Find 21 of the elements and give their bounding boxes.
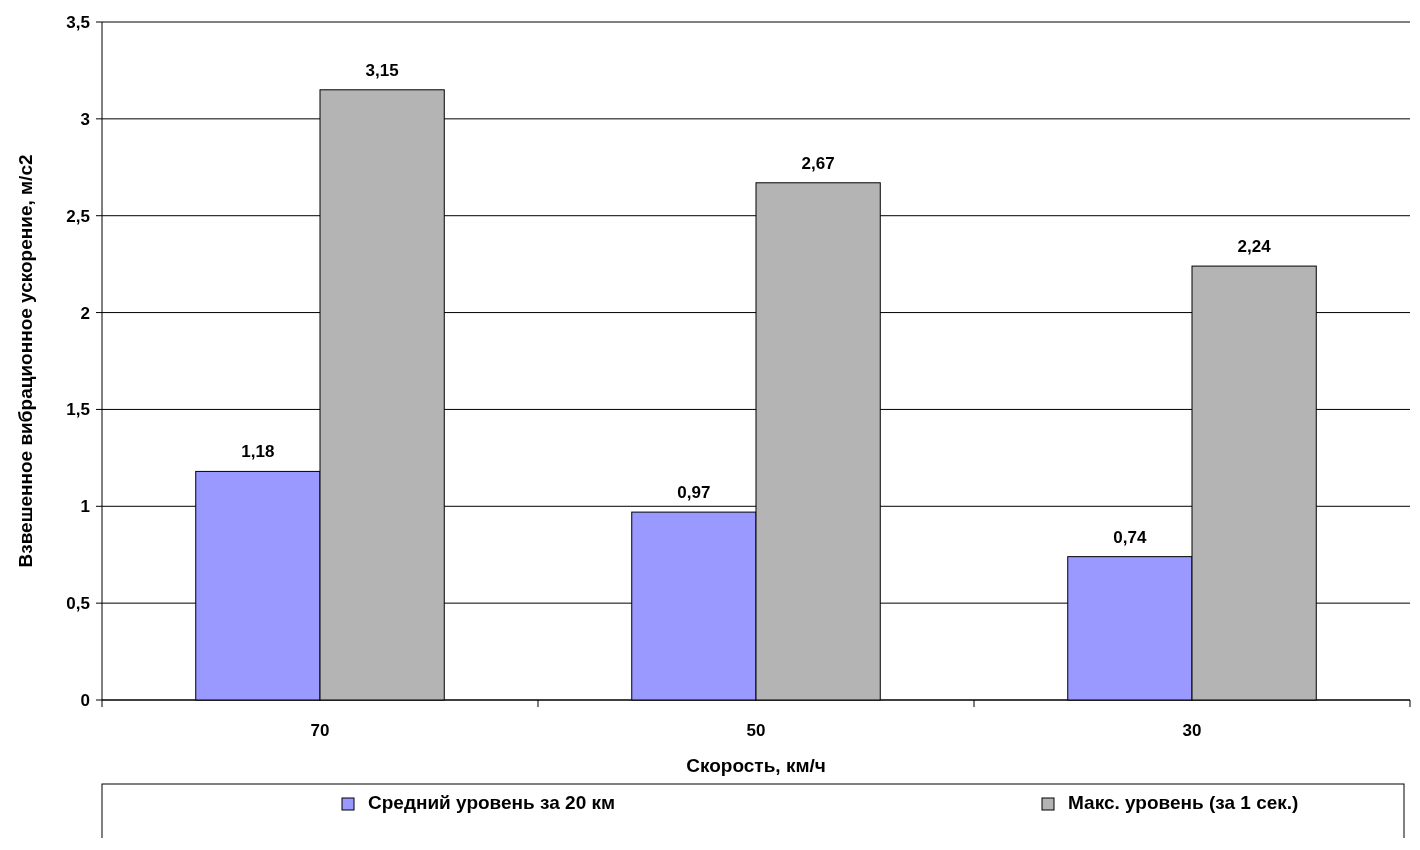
y-tick-label: 1: [80, 497, 90, 517]
y-axis-title: Взвешенное вибрационное ускорение, м/с2: [15, 154, 36, 568]
data-label: 1,18: [241, 442, 275, 462]
y-tick-label: 0,5: [66, 594, 90, 614]
x-axis-title: Скорость, км/ч: [686, 755, 826, 776]
x-tick-label: 30: [1182, 721, 1202, 740]
y-tick-label: 2,5: [66, 206, 90, 226]
y-tick-label: 3,5: [66, 12, 90, 32]
data-label: 2,67: [801, 153, 835, 173]
legend-label: Макс. уровень (за 1 сек.): [1068, 792, 1299, 813]
legend-label: Средний уровень за 20 км: [368, 792, 616, 813]
x-tick-label: 50: [746, 721, 766, 740]
y-tick-label: 3: [80, 109, 90, 129]
data-label: 3,15: [365, 60, 399, 80]
x-tick-label: 70: [310, 721, 330, 740]
data-label: 2,24: [1237, 237, 1272, 257]
data-label: 0,74: [1113, 527, 1147, 547]
y-tick-label: 1,5: [66, 400, 90, 420]
y-tick-label: 0: [80, 690, 90, 710]
y-tick-label: 2: [80, 303, 90, 323]
data-label: 0,97: [677, 483, 711, 503]
